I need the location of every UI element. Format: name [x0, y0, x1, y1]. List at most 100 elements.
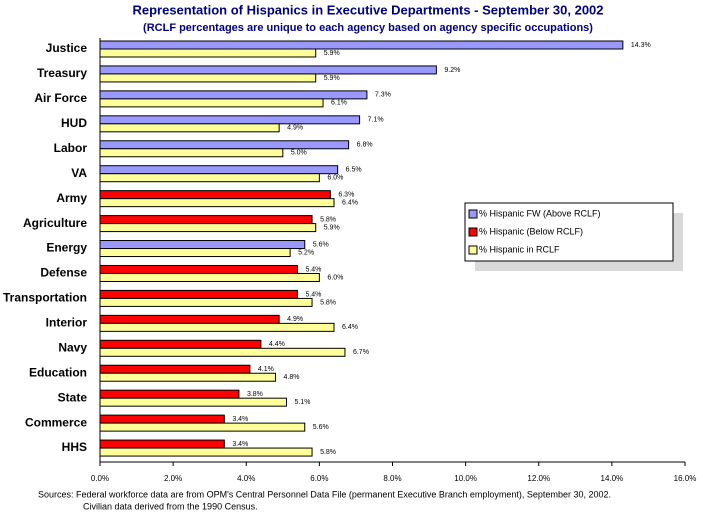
x-tick-label: 16.0%	[674, 474, 697, 483]
value-label: 3.4%	[232, 441, 248, 448]
x-tick-label: 0.0%	[91, 474, 109, 483]
value-label: 5.9%	[324, 224, 340, 231]
value-label: 6.0%	[327, 274, 343, 281]
value-label: 5.6%	[313, 241, 329, 248]
chart-subtitle: (RCLF percentages are unique to each age…	[143, 22, 593, 34]
bar	[99, 248, 291, 258]
x-tick-label: 6.0%	[310, 474, 328, 483]
value-label: 6.0%	[327, 175, 343, 182]
value-label: 5.8%	[320, 216, 336, 223]
bar	[99, 98, 324, 108]
y-tick-label: Army	[56, 191, 87, 205]
value-label: 5.4%	[305, 291, 321, 298]
value-label: 6.4%	[342, 199, 358, 206]
footnote: Civilian data derived from the 1990 Cens…	[83, 501, 258, 511]
bar	[99, 65, 437, 75]
value-label: 7.1%	[368, 117, 384, 124]
bar	[99, 148, 284, 158]
value-label: 4.4%	[269, 341, 285, 348]
bar	[99, 372, 276, 382]
bar	[99, 422, 306, 432]
value-label: 5.4%	[305, 266, 321, 273]
value-label: 5.1%	[294, 399, 310, 406]
bar	[99, 190, 331, 200]
value-label: 14.3%	[631, 42, 651, 49]
value-label: 5.9%	[324, 50, 340, 57]
bar	[99, 48, 317, 58]
bar	[99, 165, 339, 175]
legend-swatch	[468, 227, 478, 237]
value-label: 5.9%	[324, 75, 340, 82]
y-tick-label: Transportation	[3, 291, 87, 305]
x-tick-label: 14.0%	[601, 474, 624, 483]
bar	[99, 347, 346, 357]
value-label: 5.6%	[313, 424, 329, 431]
y-tick-label: Defense	[40, 266, 87, 280]
y-tick-label: Justice	[46, 41, 88, 55]
value-label: 5.0%	[291, 150, 307, 157]
bar	[99, 397, 287, 407]
y-tick-label: State	[58, 390, 88, 404]
legend-label: % Hispanic (Below RCLF)	[479, 226, 583, 236]
value-label: 5.8%	[320, 299, 336, 306]
y-tick-label: Interior	[46, 316, 88, 330]
y-tick-label: Air Force	[34, 91, 87, 105]
bar	[99, 447, 313, 457]
y-tick-label: Navy	[58, 340, 87, 354]
bar	[99, 297, 313, 307]
value-label: 6.3%	[338, 191, 354, 198]
chart-title: Representation of Hispanics in Executive…	[132, 2, 603, 17]
value-label: 9.2%	[444, 67, 460, 74]
bar	[99, 123, 280, 133]
bar	[99, 439, 225, 449]
legend-swatch	[468, 209, 478, 219]
footnote: Sources: Federal workforce data are from…	[38, 489, 611, 499]
x-tick-label: 4.0%	[237, 474, 255, 483]
y-tick-label: Labor	[54, 141, 88, 155]
bar	[99, 73, 317, 83]
y-tick-label: Treasury	[37, 66, 87, 80]
bar	[99, 364, 251, 374]
y-tick-label: HUD	[61, 116, 87, 130]
y-tick-label: VA	[71, 166, 87, 180]
bar	[99, 322, 335, 332]
bar	[99, 272, 320, 282]
y-tick-label: Commerce	[25, 415, 87, 429]
value-label: 3.4%	[232, 416, 248, 423]
value-label: 4.1%	[258, 366, 274, 373]
y-tick-label: Energy	[46, 241, 87, 255]
y-tick-label: Education	[29, 365, 87, 379]
value-label: 4.9%	[287, 125, 303, 132]
bar	[99, 414, 225, 424]
value-label: 5.8%	[320, 449, 336, 456]
value-label: 6.4%	[342, 324, 358, 331]
bar	[99, 90, 368, 100]
bar	[99, 140, 350, 150]
bar	[99, 40, 624, 50]
bar	[99, 115, 361, 125]
bar	[99, 264, 298, 274]
bar	[99, 389, 240, 399]
bar	[99, 223, 317, 233]
value-label: 7.3%	[375, 92, 391, 99]
bar	[99, 173, 320, 183]
value-label: 3.8%	[247, 391, 263, 398]
bar	[99, 215, 313, 225]
x-tick-label: 2.0%	[164, 474, 182, 483]
value-label: 6.1%	[331, 100, 347, 107]
value-label: 4.9%	[287, 316, 303, 323]
value-label: 6.8%	[357, 142, 373, 149]
y-tick-label: Agriculture	[23, 216, 87, 230]
legend-label: % Hispanic FW (Above RCLF)	[479, 208, 601, 218]
y-tick-label: HHS	[62, 440, 87, 454]
legend-label: % Hispanic in RCLF	[479, 244, 560, 254]
value-label: 4.8%	[284, 374, 300, 381]
bar	[99, 198, 335, 208]
bar	[99, 339, 262, 349]
legend-swatch	[468, 245, 478, 255]
bar	[99, 240, 306, 250]
value-label: 6.5%	[346, 167, 362, 174]
value-label: 5.2%	[298, 249, 314, 256]
x-tick-label: 12.0%	[527, 474, 550, 483]
